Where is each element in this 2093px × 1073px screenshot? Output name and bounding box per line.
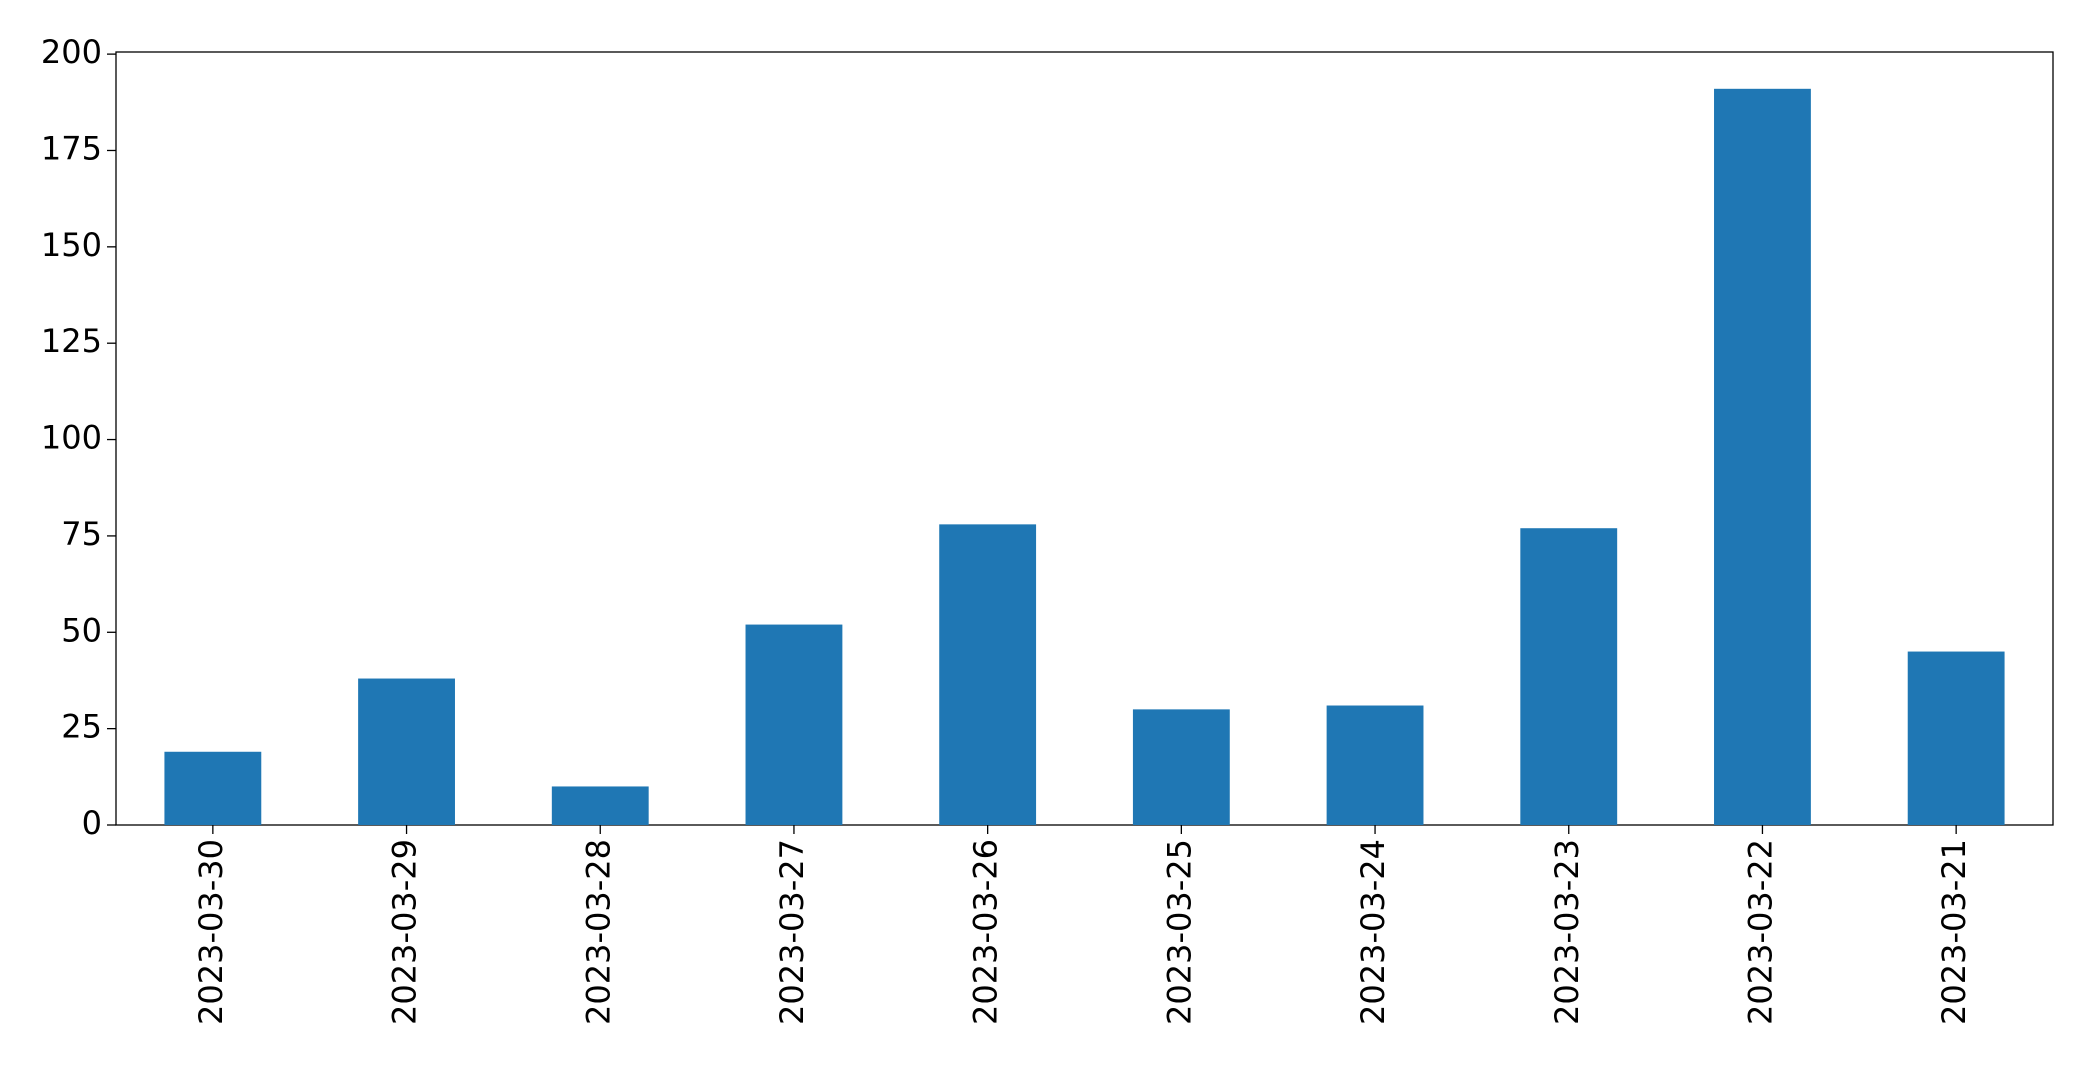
bar	[1132, 709, 1230, 825]
y-tick-label: 0	[82, 804, 102, 842]
x-tick-label: 2023-03-24	[1354, 839, 1392, 1025]
bar	[939, 524, 1037, 825]
y-tick-label: 75	[61, 515, 102, 553]
plot-frame	[115, 51, 2054, 826]
bar	[1907, 651, 2005, 825]
bar	[1326, 705, 1424, 825]
bar	[1520, 528, 1618, 825]
bar	[1714, 88, 1811, 826]
y-tick-label: 125	[41, 322, 102, 360]
bar	[551, 786, 649, 825]
y-tick-label: 50	[61, 611, 102, 649]
x-tick-label: 2023-03-27	[773, 839, 811, 1025]
x-tick-label: 2023-03-26	[967, 839, 1005, 1025]
x-tick-label: 2023-03-25	[1160, 839, 1198, 1025]
y-tick-label: 200	[41, 33, 102, 71]
x-tick-label: 2023-03-22	[1741, 839, 1779, 1025]
bar	[164, 751, 262, 825]
bar	[745, 624, 843, 825]
bar	[358, 678, 455, 825]
y-tick-label: 175	[41, 129, 102, 167]
y-tick-label: 25	[61, 708, 102, 746]
y-tick-label: 100	[41, 419, 102, 457]
x-tick-label: 2023-03-29	[386, 839, 424, 1025]
x-tick-label: 2023-03-21	[1935, 839, 1973, 1025]
y-tick-label: 150	[41, 226, 102, 264]
x-tick-label: 2023-03-23	[1548, 839, 1586, 1025]
x-tick-label: 2023-03-30	[192, 839, 230, 1025]
x-tick-label: 2023-03-28	[579, 839, 617, 1025]
